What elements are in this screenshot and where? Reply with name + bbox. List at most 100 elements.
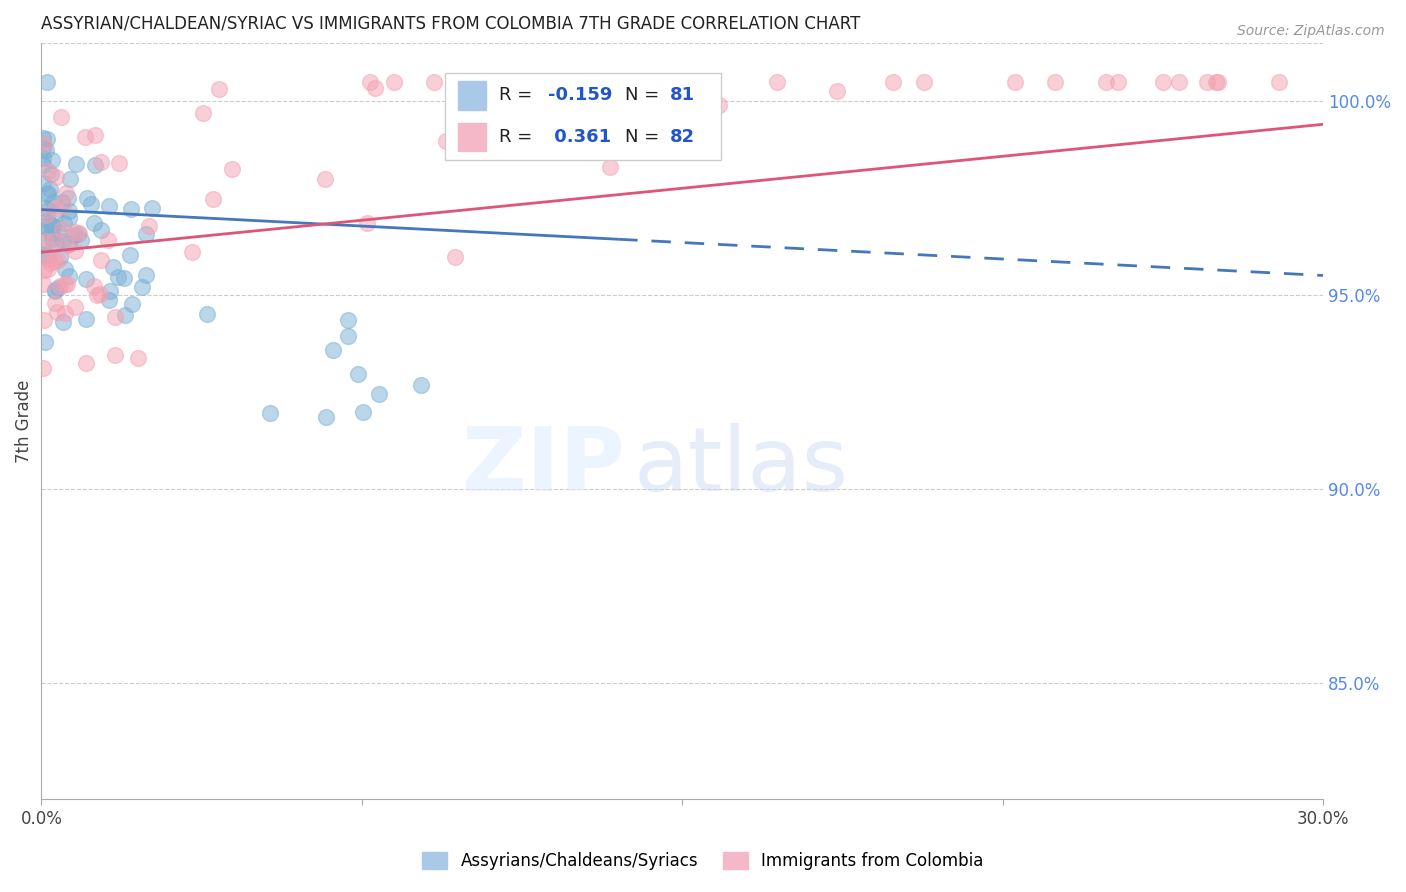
Point [63,244,86,258]
Text: 81: 81 [669,86,695,103]
Point [107,155,129,169]
Point [44,253,66,268]
Point [67,226,90,240]
Point [63,228,86,243]
Point [52,315,75,329]
Point [41,232,63,246]
Point [67,227,90,241]
Point [422,75,444,89]
Point [90,223,112,237]
Point [35,201,58,215]
Point [83,158,105,172]
Text: N =: N = [624,86,665,103]
Point [75,272,97,286]
Point [97,293,120,307]
Point [201,192,224,206]
Point [494,75,516,89]
Point [135,268,157,282]
Text: ASSYRIAN/CHALDEAN/SYRIAC VS IMMIGRANTS FROM COLOMBIA 7TH GRADE CORRELATION CHART: ASSYRIAN/CHALDEAN/SYRIAC VS IMMIGRANTS F… [41,15,860,33]
Point [364,81,387,95]
Point [37,202,59,217]
Point [112,271,135,285]
Point [38,255,60,269]
Point [44,283,66,297]
Point [561,75,583,89]
Point [45,169,67,184]
Point [44,284,66,298]
Point [65,157,87,171]
Point [707,98,730,112]
Point [195,306,218,320]
Point [37,261,59,276]
Point [45,201,67,215]
Point [56,191,79,205]
Point [39,182,62,196]
Point [56,238,79,252]
Point [97,233,120,247]
Point [450,78,472,92]
Point [1152,75,1174,89]
Point [75,130,97,145]
Point [127,351,149,365]
Point [52,235,75,249]
Point [34,219,56,234]
Point [52,216,75,230]
Point [1107,75,1129,89]
Text: -0.159: -0.159 [548,86,612,103]
Point [51,194,73,209]
Point [75,356,97,370]
Point [1206,75,1229,89]
Point [63,300,86,314]
Point [1205,75,1227,89]
Text: N =: N = [624,128,665,145]
Point [41,226,63,240]
Point [31,141,53,155]
Point [32,158,55,172]
Point [221,161,243,176]
Point [35,143,58,157]
Point [48,225,70,239]
Text: 82: 82 [669,128,695,145]
Point [121,297,143,311]
Point [882,75,904,89]
Point [51,222,73,236]
FancyBboxPatch shape [458,122,486,152]
Point [259,406,281,420]
Point [41,219,63,233]
Y-axis label: 7th Grade: 7th Grade [15,379,32,463]
Point [59,171,82,186]
Point [314,172,336,186]
Point [1195,75,1218,89]
Point [44,295,66,310]
Point [104,348,127,362]
Point [114,308,136,322]
Point [131,280,153,294]
Point [1004,75,1026,89]
Point [89,287,111,301]
Point [104,310,127,325]
Point [37,213,59,227]
Point [90,252,112,267]
Point [31,219,53,234]
Point [1045,75,1067,89]
Point [411,378,433,392]
Point [58,268,80,283]
Text: Source: ZipAtlas.com: Source: ZipAtlas.com [1237,24,1385,38]
Point [39,167,62,181]
Point [52,199,75,213]
Point [599,161,621,175]
Point [675,75,697,89]
Point [46,281,69,295]
Point [55,186,77,201]
Point [46,252,69,267]
Point [765,75,787,89]
Point [825,84,848,98]
Point [42,234,65,248]
Point [75,312,97,326]
Text: 0.361: 0.361 [548,128,610,145]
Point [32,313,55,327]
Point [1267,75,1289,89]
Point [664,141,686,155]
Point [83,279,105,293]
Point [55,277,77,291]
